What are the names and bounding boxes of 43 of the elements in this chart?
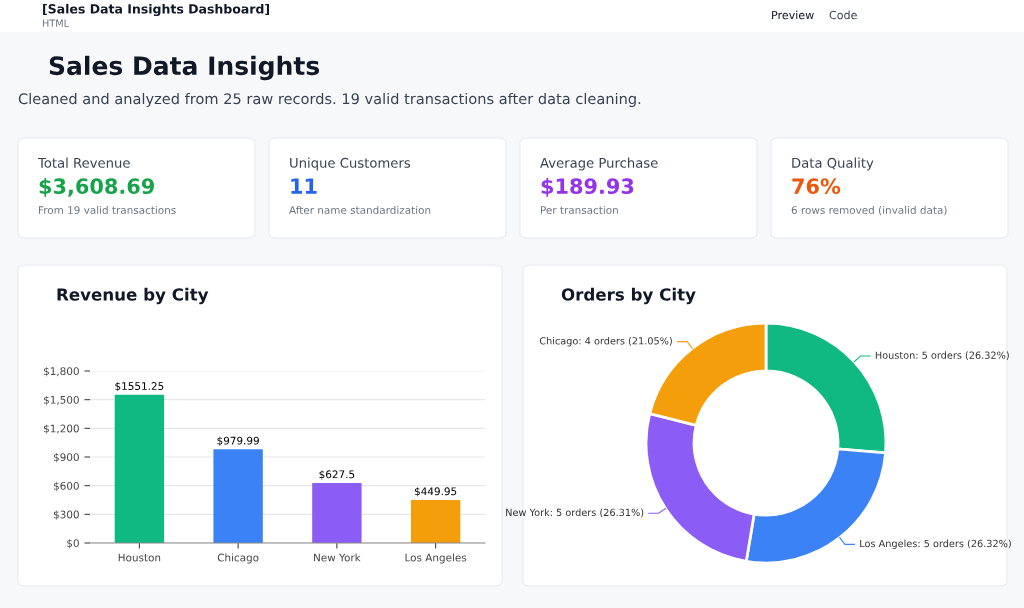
y-tick-label: $1,500: [44, 395, 79, 406]
text: Code: [829, 10, 857, 20]
y-tick-label: $300: [53, 510, 79, 520]
bar: [410, 500, 461, 543]
x-tick-label: New York: [314, 553, 361, 562]
text: $189.93: [541, 177, 634, 197]
y-tick-label: $1,800: [44, 367, 79, 377]
text: 11: [291, 178, 317, 194]
text: Sales Data Insights: [49, 55, 320, 81]
x-tick-label: Chicago: [217, 553, 259, 564]
text: Average Purchase: [540, 157, 658, 171]
text: 6 rows removed (invalid data): [791, 205, 947, 216]
text: Per transaction: [541, 205, 618, 215]
text: [Sales Data Insights Dashboard]: [43, 3, 270, 17]
text: Preview: [772, 10, 814, 20]
text: $3,608.69: [39, 177, 154, 197]
text: 76%: [792, 178, 841, 195]
data-label: $627.5: [319, 470, 355, 480]
text: HTML: [42, 19, 69, 27]
bar: [114, 394, 165, 543]
chart-title: Orders by City: [561, 287, 696, 305]
x-tick-label: Los Angeles: [405, 553, 467, 564]
bar: [312, 483, 362, 543]
slice-label: Chicago: 4 orders (21.05%): [539, 336, 672, 347]
y-tick-label: $1,200: [44, 424, 79, 434]
text: Data Quality: [792, 157, 874, 171]
y-tick-label: $600: [53, 481, 79, 492]
slice-label: New York: 5 orders (26.31%): [506, 508, 644, 518]
slice-label: Los Angeles: 5 orders (26.32%): [860, 539, 1011, 550]
text: After name standardization: [289, 205, 431, 215]
text: Unique Customers: [290, 157, 411, 171]
text: Total Revenue: [37, 157, 130, 168]
y-tick-label: $0: [67, 539, 79, 549]
y-tick-label: $900: [53, 453, 79, 463]
data-label: $1551.25: [115, 381, 164, 392]
text: Cleaned and analyzed from 25 raw records. 19 valid transactions after data cleaning.: [18, 92, 641, 108]
slice-label: Houston: 5 orders (26.32%): [875, 351, 1009, 360]
bar: [213, 449, 263, 543]
x-tick-label: Houston: [118, 553, 161, 562]
text: From 19 valid transactions: [39, 205, 176, 215]
data-label: $449.95: [414, 487, 457, 497]
data-label: $979.99: [217, 436, 259, 446]
chart-title: Revenue by City: [57, 287, 209, 305]
